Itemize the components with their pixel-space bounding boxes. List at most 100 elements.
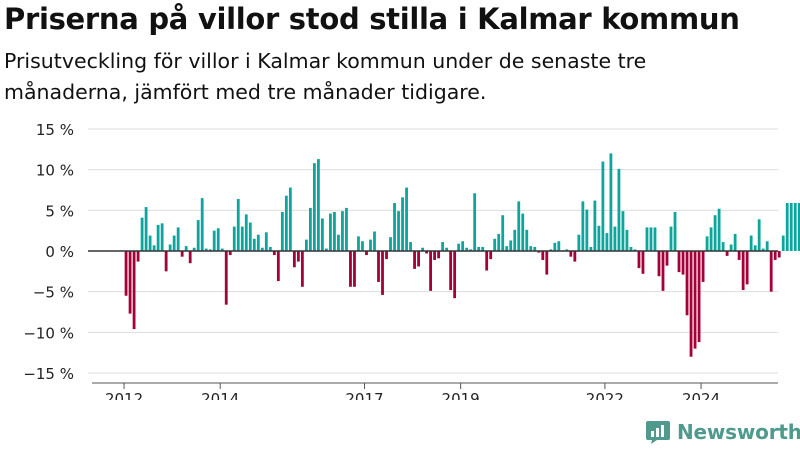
bar xyxy=(361,241,364,251)
bar xyxy=(521,213,525,251)
bar xyxy=(353,251,356,287)
bar xyxy=(156,224,160,251)
bar xyxy=(717,208,721,251)
bar xyxy=(605,233,609,251)
bar xyxy=(268,246,272,251)
bar xyxy=(493,238,497,251)
bar xyxy=(661,251,665,291)
bar xyxy=(725,251,729,256)
bar xyxy=(204,248,208,251)
chart-title: Priserna på villor stod stilla i Kalmar … xyxy=(4,2,740,36)
bar xyxy=(461,241,465,251)
bar xyxy=(369,239,372,251)
bar xyxy=(425,251,428,254)
bar xyxy=(337,234,340,251)
x-tick-label: 2022 xyxy=(586,390,624,400)
bar xyxy=(785,203,789,251)
bar xyxy=(413,251,416,269)
bar xyxy=(284,195,288,251)
bar xyxy=(525,229,529,251)
bar xyxy=(701,251,705,282)
bar xyxy=(757,219,761,251)
bar xyxy=(649,227,653,251)
bar xyxy=(689,251,693,357)
bar xyxy=(637,251,641,269)
bar xyxy=(264,232,268,251)
bar xyxy=(321,218,324,251)
bar xyxy=(389,237,392,251)
y-tick-label: 10 % xyxy=(36,162,74,180)
bar xyxy=(529,246,533,251)
bar xyxy=(180,251,184,257)
bar xyxy=(673,211,677,251)
bar xyxy=(737,251,741,260)
bar xyxy=(144,207,148,251)
bar xyxy=(465,247,469,251)
bar xyxy=(641,251,645,274)
bar xyxy=(573,251,577,262)
bar xyxy=(777,251,781,258)
bar xyxy=(489,251,493,260)
brand-name: Newsworthy xyxy=(677,420,800,444)
bar xyxy=(164,251,168,272)
bar xyxy=(509,240,513,251)
bar xyxy=(333,211,336,251)
bar xyxy=(168,244,172,251)
newsworthy-brand[interactable]: Newsworthy xyxy=(645,419,800,445)
bar xyxy=(753,245,757,251)
bar xyxy=(316,159,320,251)
labels: 15 % 10 % 5 % 0 % −5 % −10 % −15 % 2012 2014 2017… xyxy=(23,121,720,400)
chart-subtitle: Prisutveckling för villor i Kalmar kommu… xyxy=(4,49,647,104)
bar-chart: 15 % 10 % 5 % 0 % −5 % −10 % −15 % 2012 2014 2017… xyxy=(23,121,800,400)
bar xyxy=(393,203,396,251)
bar xyxy=(497,233,501,251)
bar xyxy=(533,246,537,251)
x-tick-label: 2019 xyxy=(442,390,480,400)
bar xyxy=(224,251,228,305)
bar xyxy=(729,244,733,251)
bar xyxy=(385,251,388,260)
bar xyxy=(749,235,753,251)
bar xyxy=(445,247,449,251)
bar xyxy=(537,251,541,253)
bar xyxy=(793,203,797,251)
bar xyxy=(325,248,328,251)
bar xyxy=(633,249,637,251)
bar xyxy=(469,249,473,251)
bar xyxy=(140,217,144,251)
bar xyxy=(761,248,765,251)
bar xyxy=(781,235,785,251)
bar xyxy=(577,234,581,251)
bar xyxy=(208,249,212,251)
bar xyxy=(481,246,485,251)
bar xyxy=(341,211,344,251)
bar xyxy=(232,226,236,251)
bar xyxy=(244,214,248,251)
bar xyxy=(288,187,292,251)
bar xyxy=(124,251,128,296)
bar xyxy=(677,251,681,273)
bar xyxy=(276,251,280,282)
bar xyxy=(593,200,597,251)
bar xyxy=(357,236,360,251)
bar xyxy=(721,242,725,251)
bar xyxy=(128,251,132,314)
bar xyxy=(565,249,569,251)
bar xyxy=(405,187,408,251)
bar xyxy=(685,251,689,316)
bar xyxy=(304,239,308,251)
x-tick-label: 2014 xyxy=(201,390,239,400)
bar xyxy=(176,227,180,251)
bar xyxy=(136,251,140,262)
bar xyxy=(501,215,505,251)
bar xyxy=(609,153,613,251)
bar xyxy=(272,251,276,256)
bar xyxy=(629,246,633,251)
bar xyxy=(188,251,192,264)
bar xyxy=(645,227,649,251)
bar xyxy=(409,242,412,251)
y-tick-label: 15 % xyxy=(36,121,74,139)
bar xyxy=(192,247,196,251)
bar xyxy=(553,242,557,251)
bar xyxy=(549,249,553,251)
